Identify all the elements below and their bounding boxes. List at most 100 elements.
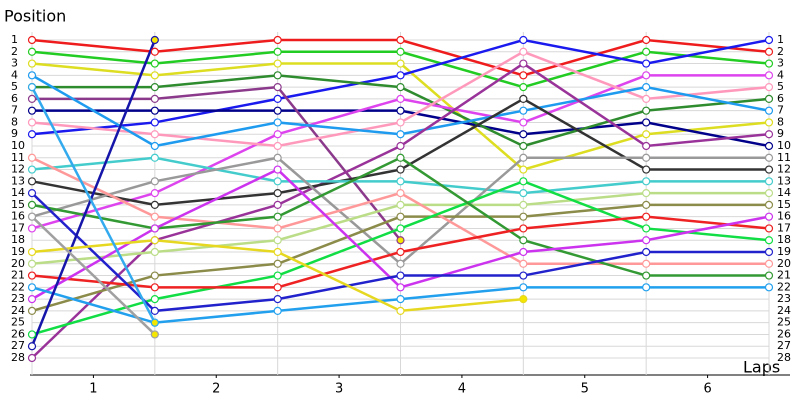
y-tick-label-right: 16	[777, 210, 791, 223]
y-tick-label: 16	[11, 210, 25, 223]
y-tick-label-right: 23	[777, 292, 791, 305]
y-tick-label-right: 28	[777, 351, 791, 364]
y-tick-label: 13	[11, 174, 25, 187]
marker	[519, 47, 528, 56]
marker	[150, 71, 159, 80]
marker	[27, 342, 37, 351]
marker	[27, 165, 37, 174]
marker	[273, 141, 282, 151]
marker	[396, 47, 405, 56]
marker	[642, 247, 651, 257]
marker	[519, 247, 528, 257]
y-tick-label: 28	[11, 351, 25, 364]
marker	[396, 141, 405, 151]
marker	[642, 189, 651, 198]
marker	[27, 353, 37, 363]
y-tick-label-right: 24	[777, 304, 791, 317]
marker	[519, 83, 528, 92]
marker	[764, 141, 774, 151]
marker	[27, 224, 37, 233]
marker	[27, 295, 37, 304]
marker	[642, 118, 651, 127]
marker	[642, 200, 651, 209]
marker	[273, 212, 282, 221]
marker	[519, 224, 528, 233]
marker	[27, 306, 37, 315]
marker	[273, 165, 282, 174]
marker	[27, 71, 37, 80]
marker	[27, 212, 37, 221]
marker	[519, 189, 528, 198]
marker	[396, 295, 405, 304]
marker	[396, 189, 405, 198]
y-tick-label-right: 11	[777, 151, 791, 164]
marker	[150, 224, 159, 233]
marker	[519, 236, 528, 245]
marker	[764, 200, 774, 209]
marker	[150, 200, 159, 209]
marker	[519, 259, 528, 268]
y-tick-label-right: 21	[777, 269, 791, 282]
marker	[396, 118, 405, 127]
y-tick-label: 24	[11, 304, 25, 317]
marker	[150, 271, 159, 280]
y-tick-label-right: 22	[777, 280, 791, 293]
marker	[764, 118, 774, 127]
y-tick-label-right: 19	[777, 245, 791, 258]
marker	[519, 271, 528, 280]
marker	[27, 94, 37, 103]
marker	[642, 153, 651, 162]
y-tick-label-right: 2	[777, 45, 784, 58]
marker	[764, 283, 774, 292]
y-tick-label: 20	[11, 257, 25, 270]
marker	[519, 94, 528, 103]
marker	[764, 212, 774, 221]
marker	[519, 35, 528, 45]
marker	[764, 153, 774, 162]
marker	[27, 189, 37, 198]
y-tick-label: 15	[11, 198, 25, 211]
y-tick-label: 26	[11, 327, 25, 340]
marker	[273, 306, 282, 315]
marker	[27, 200, 37, 209]
marker	[642, 212, 651, 221]
y-tick-label: 25	[11, 316, 25, 329]
marker	[273, 47, 282, 56]
marker	[27, 259, 37, 268]
y-tick-label: 8	[11, 115, 18, 128]
y-tick-label-right: 26	[777, 327, 791, 340]
y-tick-label-right: 8	[777, 115, 784, 128]
x-tick-label: 1	[89, 382, 97, 397]
y-tick-label-right: 15	[777, 198, 791, 211]
marker	[519, 130, 528, 139]
marker	[273, 59, 282, 68]
marker	[642, 130, 651, 139]
marker	[150, 295, 159, 304]
y-tick-label-right: 10	[777, 139, 791, 152]
marker	[764, 35, 774, 45]
marker	[27, 177, 37, 186]
y-tick-label: 23	[11, 292, 25, 305]
series-line	[30, 86, 156, 324]
marker	[519, 141, 528, 151]
marker	[150, 330, 159, 339]
marker	[273, 106, 282, 115]
marker	[273, 83, 282, 92]
y-tick-label: 11	[11, 151, 25, 164]
y-tick-label-right: 3	[777, 57, 784, 70]
marker	[519, 177, 528, 186]
marker	[396, 212, 405, 221]
marker	[150, 141, 159, 151]
marker	[642, 283, 651, 292]
marker	[150, 153, 159, 162]
marker	[396, 224, 405, 233]
marker	[642, 259, 651, 268]
marker	[273, 259, 282, 268]
marker	[642, 236, 651, 245]
y-tick-label-right: 17	[777, 221, 791, 234]
marker	[642, 165, 651, 174]
marker	[150, 306, 159, 315]
y-tick-label-right: 7	[777, 104, 784, 117]
marker	[764, 224, 774, 233]
